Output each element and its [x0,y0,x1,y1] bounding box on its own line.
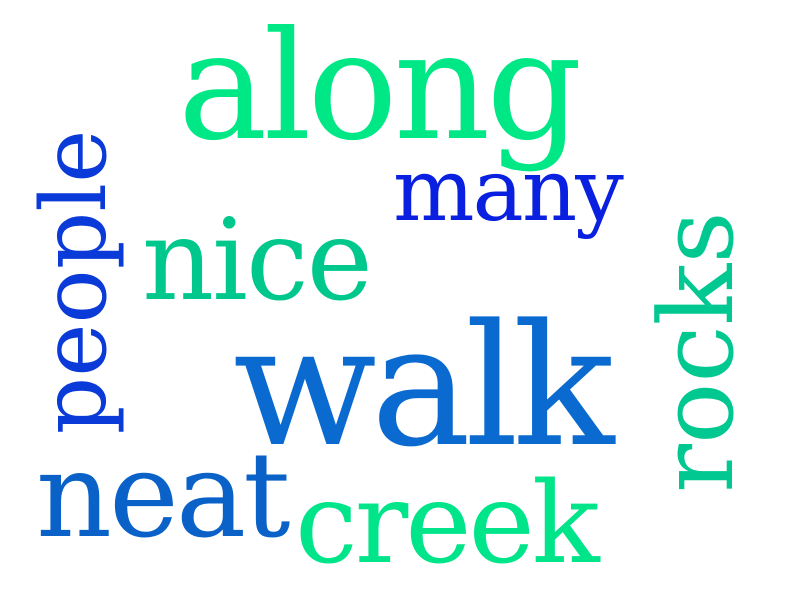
word-along: along [178,0,582,174]
word-nice: nice [142,196,373,326]
word-walk: walk [233,288,614,484]
word-people: people [22,129,127,435]
word-many: many [393,141,624,241]
word-creek: creek [295,459,600,589]
word-rocks: rocks [638,211,757,493]
word-neat: neat [36,426,291,564]
